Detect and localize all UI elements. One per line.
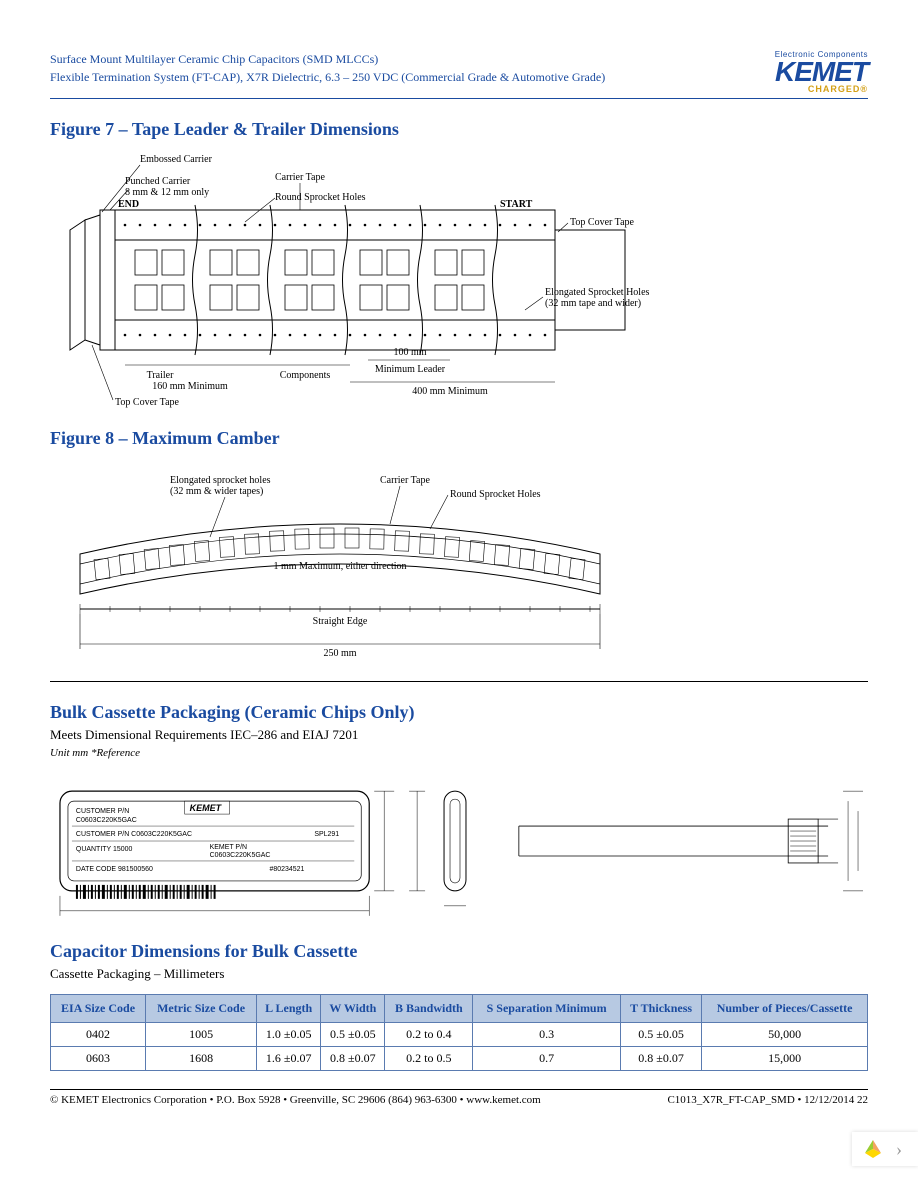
svg-text:Top Cover Tape: Top Cover Tape bbox=[115, 397, 180, 408]
logo-text: KEMET bbox=[775, 59, 868, 84]
footer-right: C1013_X7R_FT-CAP_SMD • 12/12/2014 22 bbox=[667, 1094, 868, 1106]
pager: › bbox=[852, 1132, 918, 1166]
footer-rule bbox=[50, 1089, 868, 1090]
figure8-title: Figure 8 – Maximum Camber bbox=[50, 428, 868, 449]
cell: 1.0 ±0.05 bbox=[257, 1023, 321, 1047]
svg-text:160 mm Minimum: 160 mm Minimum bbox=[152, 381, 228, 392]
col-thickness: T Thickness bbox=[620, 995, 701, 1023]
bulk-title: Bulk Cassette Packaging (Ceramic Chips O… bbox=[50, 702, 868, 723]
table-header-row: EIA Size Code Metric Size Code L Length … bbox=[51, 995, 868, 1023]
cell: 1608 bbox=[146, 1047, 257, 1071]
cell: 50,000 bbox=[702, 1023, 868, 1047]
svg-text:#80234521: #80234521 bbox=[269, 866, 304, 873]
svg-text:Straight Edge: Straight Edge bbox=[313, 616, 368, 627]
svg-text:Carrier Tape: Carrier Tape bbox=[380, 475, 430, 486]
cell: 0.3 bbox=[473, 1023, 621, 1047]
header-line2: Flexible Termination System (FT-CAP), X7… bbox=[50, 68, 605, 86]
cell: 0.2 to 0.4 bbox=[385, 1023, 473, 1047]
cell: 0.5 ±0.05 bbox=[620, 1023, 701, 1047]
bulk-note: Unit mm *Reference bbox=[50, 747, 868, 759]
svg-text:(32 mm & wider tapes): (32 mm & wider tapes) bbox=[170, 486, 263, 497]
bulk-subtitle: Meets Dimensional Requirements IEC–286 a… bbox=[50, 727, 868, 743]
svg-text:400 mm Minimum: 400 mm Minimum bbox=[412, 386, 488, 397]
capdim-title: Capacitor Dimensions for Bulk Cassette bbox=[50, 941, 868, 962]
svg-text:CUSTOMER P/N: CUSTOMER P/N bbox=[76, 808, 129, 815]
svg-text:Embossed Carrier: Embossed Carrier bbox=[140, 154, 213, 165]
col-eia: EIA Size Code bbox=[51, 995, 146, 1023]
col-separation: S Separation Minimum bbox=[473, 995, 621, 1023]
svg-text:QUANTITY 15000: QUANTITY 15000 bbox=[76, 846, 133, 853]
kemet-logo: Electronic Components KEMET CHARGED® bbox=[775, 50, 868, 94]
capdim-subtitle: Cassette Packaging – Millimeters bbox=[50, 966, 868, 982]
cell: 1005 bbox=[146, 1023, 257, 1047]
svg-text:Trailer: Trailer bbox=[147, 370, 175, 381]
section-rule-1 bbox=[50, 681, 868, 682]
table-row: 0603 1608 1.6 ±0.07 0.8 ±0.07 0.2 to 0.5… bbox=[51, 1047, 868, 1071]
cell: 0603 bbox=[51, 1047, 146, 1071]
svg-text:Minimum Leader: Minimum Leader bbox=[375, 364, 446, 375]
cell: 0.8 ±0.07 bbox=[321, 1047, 385, 1071]
cell: 15,000 bbox=[702, 1047, 868, 1071]
svg-text:8 mm & 12 mm only: 8 mm & 12 mm only bbox=[125, 187, 209, 198]
svg-text:Components: Components bbox=[280, 370, 331, 381]
svg-text:START: START bbox=[500, 199, 533, 210]
svg-text:DATE CODE 981500560: DATE CODE 981500560 bbox=[76, 866, 153, 873]
cell: 1.6 ±0.07 bbox=[257, 1047, 321, 1071]
cell: 0.5 ±0.05 bbox=[321, 1023, 385, 1047]
cell: 0.7 bbox=[473, 1047, 621, 1071]
page-header: Surface Mount Multilayer Ceramic Chip Ca… bbox=[50, 50, 868, 94]
cell: 0.2 to 0.5 bbox=[385, 1047, 473, 1071]
svg-text:C0603C220K5GAC: C0603C220K5GAC bbox=[76, 817, 137, 824]
col-length: L Length bbox=[257, 995, 321, 1023]
cap-dim-table: EIA Size Code Metric Size Code L Length … bbox=[50, 994, 868, 1071]
page-footer: © KEMET Electronics Corporation • P.O. B… bbox=[50, 1094, 868, 1106]
figure7-diagram: Embossed Carrier Punched Carrier 8 mm & … bbox=[50, 150, 868, 410]
svg-text:C0603C220K5GAC: C0603C220K5GAC bbox=[210, 852, 271, 859]
cell: 0.8 ±0.07 bbox=[620, 1047, 701, 1071]
svg-text:Round Sprocket Holes: Round Sprocket Holes bbox=[275, 192, 366, 203]
table-row: 0402 1005 1.0 ±0.05 0.5 ±0.05 0.2 to 0.4… bbox=[51, 1023, 868, 1047]
cassette-diagram: CUSTOMER P/N C0603C220K5GAC KEMET CUSTOM… bbox=[50, 771, 868, 921]
pager-next-button[interactable]: › bbox=[890, 1139, 908, 1160]
svg-text:(32 mm tape and wider): (32 mm tape and wider) bbox=[545, 298, 641, 309]
svg-text:Round Sprocket Holes: Round Sprocket Holes bbox=[450, 489, 541, 500]
svg-text:KEMET: KEMET bbox=[190, 803, 223, 813]
svg-text:Punched Carrier: Punched Carrier bbox=[125, 176, 191, 187]
header-rule bbox=[50, 98, 868, 99]
svg-text:100 mm: 100 mm bbox=[393, 347, 426, 358]
col-metric: Metric Size Code bbox=[146, 995, 257, 1023]
svg-text:1 mm Maximum, either direction: 1 mm Maximum, either direction bbox=[273, 561, 406, 572]
col-bandwidth: B Bandwidth bbox=[385, 995, 473, 1023]
header-line1: Surface Mount Multilayer Ceramic Chip Ca… bbox=[50, 50, 605, 68]
cell: 0402 bbox=[51, 1023, 146, 1047]
pager-logo-icon bbox=[862, 1138, 884, 1160]
footer-left: © KEMET Electronics Corporation • P.O. B… bbox=[50, 1094, 541, 1106]
col-pieces: Number of Pieces/Cassette bbox=[702, 995, 868, 1023]
header-subtitle-block: Surface Mount Multilayer Ceramic Chip Ca… bbox=[50, 50, 605, 86]
svg-text:Top Cover Tape: Top Cover Tape bbox=[570, 217, 635, 228]
svg-text:Carrier Tape: Carrier Tape bbox=[275, 172, 325, 183]
svg-text:CUSTOMER P/N C0603C220K5GAC: CUSTOMER P/N C0603C220K5GAC bbox=[76, 831, 192, 838]
svg-text:KEMET P/N: KEMET P/N bbox=[210, 844, 247, 851]
figure8-diagram: Elongated sprocket holes (32 mm & wider … bbox=[50, 459, 868, 659]
svg-text:Elongated sprocket holes: Elongated sprocket holes bbox=[170, 475, 271, 486]
svg-text:SPL291: SPL291 bbox=[314, 831, 339, 838]
col-width: W Width bbox=[321, 995, 385, 1023]
svg-text:END: END bbox=[118, 199, 139, 210]
svg-text:Elongated Sprocket Holes: Elongated Sprocket Holes bbox=[545, 287, 650, 298]
svg-text:250 mm: 250 mm bbox=[323, 648, 356, 659]
figure7-title: Figure 7 – Tape Leader & Trailer Dimensi… bbox=[50, 119, 868, 140]
